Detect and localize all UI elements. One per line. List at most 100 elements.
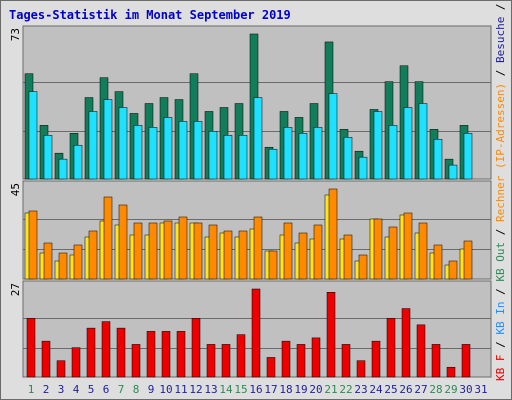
bar-panel1-series2-day-7 (118, 107, 128, 180)
bar-panel1-series2-day-24 (373, 111, 383, 180)
day-label-5: 5 (88, 383, 95, 396)
day-label-15: 15 (234, 383, 247, 396)
bar-panel2-series2-day-19 (298, 232, 308, 280)
bar-panel2-series2-day-21 (328, 188, 338, 280)
day-label-18: 18 (279, 383, 292, 396)
day-label-26: 26 (399, 383, 412, 396)
day-label-27: 27 (414, 383, 427, 396)
chart-title: Tages-Statistik im Monat September 2019 (9, 8, 291, 22)
day-label-7: 7 (118, 383, 125, 396)
bar-panel1-series2-day-8 (133, 125, 143, 180)
day-label-1: 1 (28, 383, 35, 396)
bar-panel1-series2-day-1 (28, 91, 38, 180)
bar-panel1-series2-day-17 (268, 148, 278, 180)
bar-panel1-series2-day-18 (283, 127, 293, 180)
bar-panel1-series2-day-6 (103, 99, 113, 180)
bar-panel3-series1-day-9 (146, 331, 156, 378)
bar-panel2-series2-day-14 (223, 230, 233, 280)
day-label-2: 2 (43, 383, 50, 396)
day-label-8: 8 (133, 383, 140, 396)
bar-panel3-series1-day-2 (41, 340, 51, 378)
bar-panel3-series1-day-19 (296, 344, 306, 378)
bar-panel1-series2-day-27 (418, 103, 428, 180)
legend-part-4: / (494, 282, 507, 302)
bar-panel2-series2-day-8 (133, 222, 143, 280)
day-label-25: 25 (384, 383, 397, 396)
bar-panel3-series1-day-13 (206, 344, 216, 378)
bar-panel1-series2-day-22 (343, 137, 353, 180)
day-label-10: 10 (159, 383, 172, 396)
bar-panel2-series2-day-1 (28, 210, 38, 280)
bar-panel2-series2-day-17 (268, 250, 278, 280)
day-label-13: 13 (204, 383, 217, 396)
bar-panel2-series2-day-26 (403, 212, 413, 280)
bar-panel1-series2-day-14 (223, 135, 233, 180)
legend-part-7: Rechner (IP-Adressen) (494, 83, 507, 222)
bar-panel1-series2-day-23 (358, 156, 368, 180)
bar-panel3-series1-day-25 (386, 318, 396, 378)
bar-panel2-series2-day-13 (208, 224, 218, 280)
bar-panel3-series1-day-30 (461, 344, 471, 378)
day-label-21: 21 (324, 383, 337, 396)
bar-panel1-series2-day-25 (388, 125, 398, 180)
bar-panel3-series1-day-20 (311, 337, 321, 378)
bar-panel3-series1-day-1 (26, 318, 36, 378)
bar-panel2-series2-day-22 (343, 234, 353, 280)
panel-2-max-label: 45 (9, 183, 22, 196)
day-label-14: 14 (219, 383, 233, 396)
bar-panel3-series1-day-14 (221, 344, 231, 378)
day-label-24: 24 (369, 383, 383, 396)
day-label-11: 11 (174, 383, 187, 396)
bar-panel3-series1-day-22 (341, 344, 351, 378)
bar-panel1-series2-day-13 (208, 131, 218, 180)
bar-panel2-series2-day-16 (253, 216, 263, 280)
day-label-19: 19 (294, 383, 307, 396)
bar-panel3-series1-day-10 (161, 331, 171, 378)
bar-panel2-series2-day-4 (73, 244, 83, 280)
bar-panel1-series2-day-19 (298, 133, 308, 180)
bar-panel1-series2-day-3 (58, 158, 68, 180)
bar-panel3-series1-day-16 (251, 288, 261, 378)
bar-panel1-series2-day-30 (463, 133, 473, 180)
bar-panel3-series1-day-4 (71, 347, 81, 378)
bar-panel2-series2-day-3 (58, 252, 68, 280)
bar-panel3-series1-day-21 (326, 292, 336, 378)
legend-vertical: KB F / KB In / KB Out / Rechner (IP-Adre… (494, 1, 507, 381)
bar-panel2-series2-day-24 (373, 218, 383, 280)
legend-part-9: Besuche (494, 17, 507, 63)
legend-part-5: KB Out (494, 242, 507, 282)
bar-panel3-series1-day-3 (56, 360, 66, 378)
bar-panel2-series2-day-25 (388, 226, 398, 280)
day-label-31: 31 (474, 383, 487, 396)
bar-panel3-series1-day-28 (431, 344, 441, 378)
bar-panel3-series1-day-7 (116, 327, 126, 378)
bar-panel3-series1-day-24 (371, 340, 381, 378)
bar-panel3-series1-day-27 (416, 324, 426, 378)
bar-panel2-series2-day-18 (283, 222, 293, 280)
bar-panel3-series1-day-26 (401, 308, 411, 378)
bar-panel2-series2-day-2 (43, 242, 53, 280)
day-label-17: 17 (264, 383, 277, 396)
day-label-22: 22 (339, 383, 352, 396)
bar-panel2-series2-day-28 (433, 244, 443, 280)
day-label-20: 20 (309, 383, 322, 396)
bar-panel2-series2-day-10 (163, 220, 173, 280)
bar-panel1-series2-day-2 (43, 135, 53, 180)
bar-panel1-series2-day-4 (73, 144, 83, 180)
legend-part-8: / (494, 63, 507, 83)
bar-panel1-series2-day-15 (238, 135, 248, 180)
bar-panel1-series2-day-20 (313, 127, 323, 180)
day-label-28: 28 (429, 383, 442, 396)
bar-panel1-series2-day-9 (148, 127, 158, 180)
bar-panel2-series2-day-9 (148, 222, 158, 280)
bar-panel2-series2-day-20 (313, 224, 323, 280)
bar-panel2-series2-day-15 (238, 230, 248, 280)
legend-part-3: KB In (494, 302, 507, 335)
bar-panel2-series2-day-7 (118, 204, 128, 280)
day-label-4: 4 (73, 383, 80, 396)
day-label-9: 9 (148, 383, 155, 396)
bar-panel3-series1-day-12 (191, 318, 201, 378)
bar-panel3-series1-day-5 (86, 327, 96, 378)
